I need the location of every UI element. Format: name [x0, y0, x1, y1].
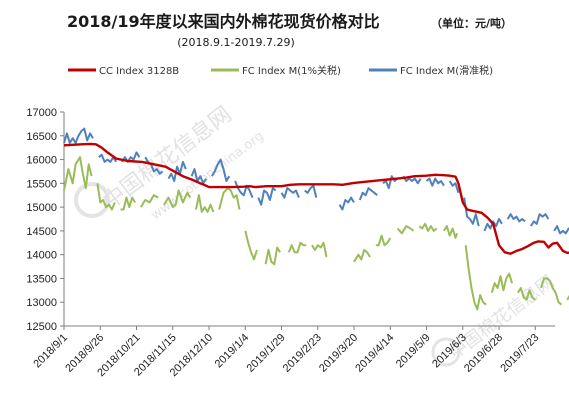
- series-line-segment: [402, 175, 422, 185]
- series-line-segment: [195, 194, 215, 213]
- series-line-segment: [140, 194, 159, 208]
- chart-title: 2018/19年度以来国内外棉花现货价格对比: [67, 12, 380, 31]
- y-tick-label: 17000: [26, 107, 57, 119]
- series-line-segment: [304, 184, 318, 198]
- watermark-logo-icon-2: [431, 337, 461, 367]
- series-line-segment: [530, 213, 550, 227]
- series-line-segment: [63, 156, 93, 191]
- series-line-segment: [63, 142, 569, 255]
- y-tick-label: 13000: [26, 297, 57, 309]
- chart-unit-note: （单位：元/吨）: [431, 16, 512, 30]
- series-line-segment: [244, 230, 258, 261]
- series-2: [63, 127, 569, 235]
- series-line-segment: [553, 225, 569, 235]
- series-line-segment: [463, 197, 480, 227]
- y-tick-label: 16000: [26, 155, 57, 167]
- series-line-segment: [338, 196, 355, 211]
- series-line-segment: [120, 196, 136, 211]
- y-tick-label: 14000: [26, 250, 57, 262]
- legend-label-fc2: FC Index M(滑准税): [400, 64, 493, 77]
- series-line-segment: [234, 180, 254, 198]
- chart-subtitle: (2018.9.1-2019.7.29): [177, 36, 295, 49]
- x-tick-label: 2019/3/20: [317, 332, 360, 375]
- series-1: [63, 156, 569, 311]
- y-tick-label: 12500: [26, 321, 57, 333]
- series-line-segment: [443, 225, 458, 239]
- series-line-segment: [257, 187, 277, 206]
- series-layer: [63, 127, 569, 311]
- series-line-segment: [540, 277, 563, 306]
- series-line-segment: [163, 189, 192, 209]
- series-line-segment: [264, 246, 281, 266]
- watermark-logo-icon: [74, 182, 110, 218]
- series-line-segment: [483, 218, 503, 232]
- series-line-segment: [311, 241, 328, 258]
- legend-label-cc: CC Index 3128B: [99, 66, 179, 77]
- series-line-segment: [425, 177, 445, 187]
- series-line-segment: [280, 187, 300, 199]
- y-tick-label: 15000: [26, 202, 57, 214]
- series-line-segment: [375, 234, 392, 247]
- series-line-segment: [506, 213, 526, 223]
- y-tick-label: 16500: [26, 131, 57, 143]
- y-tick-label: 13500: [26, 273, 57, 285]
- series-line-segment: [218, 187, 241, 210]
- series-line-segment: [566, 294, 569, 301]
- series-line-segment: [96, 183, 116, 211]
- series-line-segment: [190, 168, 207, 185]
- series-line-segment: [464, 245, 487, 311]
- legend-label-fc1: FC Index M(1%关税): [242, 64, 341, 77]
- series-line-segment: [358, 187, 378, 201]
- y-tick-label: 15500: [26, 178, 57, 190]
- series-line-segment: [517, 287, 536, 301]
- series-line-segment: [490, 272, 514, 293]
- series-line-segment: [167, 160, 187, 182]
- x-tick-label: 2019/4/14: [353, 332, 396, 375]
- series-line-segment: [211, 158, 231, 182]
- series-line-segment: [418, 222, 438, 232]
- series-line-segment: [63, 127, 94, 144]
- series-0: [63, 142, 569, 255]
- y-ticks: 12500 13000 13500 14000 14500 15000 15500 16000…: [26, 107, 64, 333]
- series-line-segment: [121, 151, 141, 163]
- x-tick-label: 2019/5/9: [394, 332, 433, 371]
- series-line-segment: [353, 248, 371, 263]
- legend: CC Index 3128B FC Index M(1%关税) FC Index…: [68, 64, 493, 77]
- series-line-segment: [287, 241, 307, 254]
- x-tick-label: 2019/1/29: [245, 332, 288, 375]
- series-line-segment: [448, 180, 460, 194]
- series-line-segment: [396, 225, 415, 235]
- x-tick-label: 2019/2/23: [281, 332, 324, 375]
- y-tick-label: 14500: [26, 226, 57, 238]
- series-line-segment: [382, 175, 399, 190]
- x-tick-label: 2019/7/23: [498, 332, 541, 375]
